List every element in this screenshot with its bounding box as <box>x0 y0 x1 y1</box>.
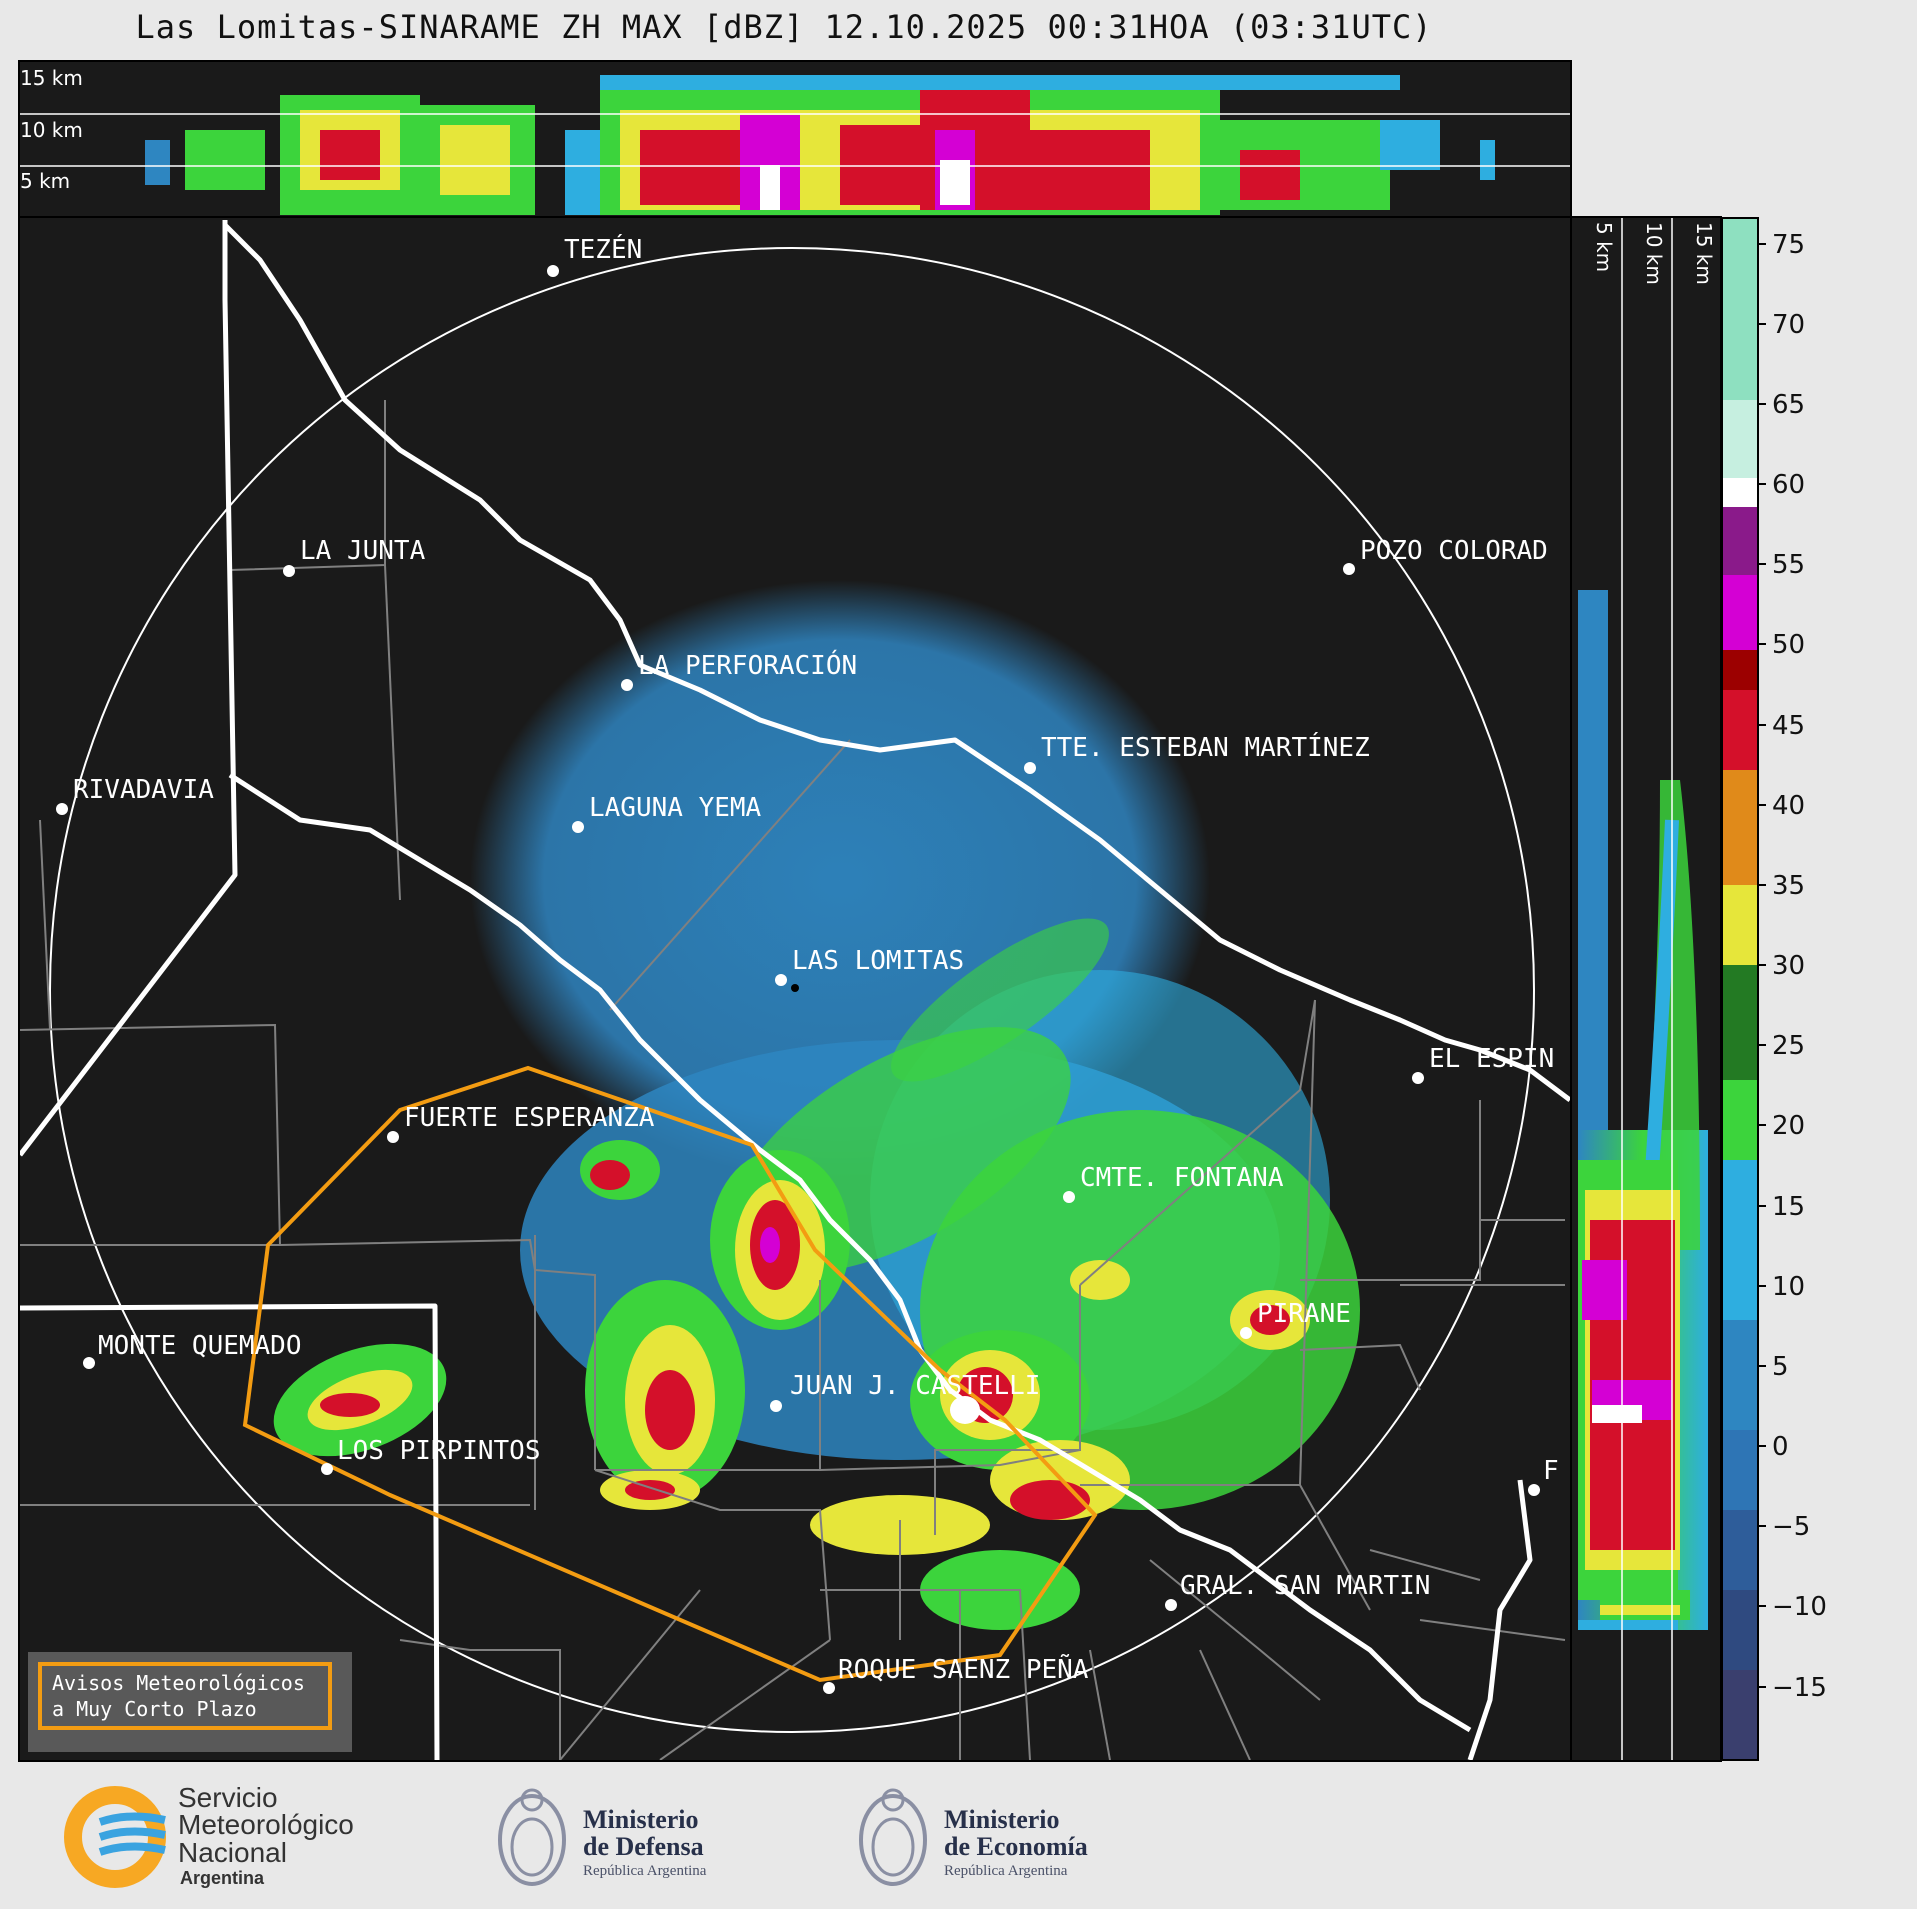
svg-text:LA JUNTA: LA JUNTA <box>300 536 426 566</box>
ministerio-defensa-logo: Ministerio de Defensa República Argentin… <box>498 1788 707 1886</box>
svg-text:70: 70 <box>1772 310 1805 340</box>
warning-legend: Avisos Meteorológicos a Muy Corto Plazo <box>28 1652 352 1752</box>
reflectivity-colorbar: 75 70 65 60 55 50 45 40 35 30 25 20 15 1… <box>1721 217 1827 1761</box>
side-height-label-15: 15 km <box>1692 222 1716 285</box>
city-tezen: TEZÉN <box>547 233 642 277</box>
svg-text:55: 55 <box>1772 550 1805 580</box>
svg-text:35: 35 <box>1772 871 1805 901</box>
smn-logo: Servicio Meteorológico Nacional Argentin… <box>64 1782 354 1888</box>
svg-text:65: 65 <box>1772 390 1805 420</box>
svg-text:Meteorológico: Meteorológico <box>178 1809 354 1840</box>
city-roque-saenz-pena: ROQUE SAENZ PEÑA <box>823 1653 1089 1694</box>
svg-text:Nacional: Nacional <box>178 1837 287 1868</box>
svg-text:Ministerio: Ministerio <box>944 1805 1060 1834</box>
city-laguna-yema: LAGUNA YEMA <box>572 793 762 833</box>
svg-text:TEZÉN: TEZÉN <box>564 233 642 265</box>
svg-text:PIRANE: PIRANE <box>1257 1299 1351 1329</box>
svg-text:República Argentina: República Argentina <box>944 1863 1068 1879</box>
svg-text:−5: −5 <box>1772 1512 1810 1542</box>
city-las-lomitas: LAS LOMITAS <box>775 946 964 986</box>
svg-text:30: 30 <box>1772 951 1805 981</box>
svg-text:40: 40 <box>1772 791 1805 821</box>
svg-text:Servicio: Servicio <box>178 1782 278 1813</box>
city-tte-esteban-martinez: TTE. ESTEBAN MARTÍNEZ <box>1024 731 1370 774</box>
svg-text:0: 0 <box>1772 1432 1789 1462</box>
svg-text:F: F <box>1543 1456 1559 1486</box>
svg-text:LOS PIRPINTOS: LOS PIRPINTOS <box>337 1436 541 1466</box>
svg-text:ROQUE SAENZ PEÑA: ROQUE SAENZ PEÑA <box>838 1653 1089 1685</box>
svg-text:GRAL. SAN MARTIN: GRAL. SAN MARTIN <box>1180 1571 1430 1601</box>
svg-text:de Economía: de Economía <box>944 1832 1088 1861</box>
top-height-label-5: 5 km <box>20 169 70 193</box>
svg-text:25: 25 <box>1772 1031 1805 1061</box>
footer-logos: Servicio Meteorológico Nacional Argentin… <box>64 1782 1088 1888</box>
side-echo-profile <box>1578 590 1708 1630</box>
city-fuerte-esperanza: FUERTE ESPERANZA <box>387 1103 655 1143</box>
svg-text:de Defensa: de Defensa <box>583 1832 704 1861</box>
svg-text:EL ESPIN: EL ESPIN <box>1429 1044 1554 1074</box>
svg-text:−15: −15 <box>1772 1673 1827 1703</box>
svg-text:75: 75 <box>1772 230 1805 260</box>
city-la-perforacion: LA PERFORACIÓN <box>621 649 857 691</box>
city-el-espinillo: EL ESPIN <box>1412 1044 1554 1084</box>
svg-text:Ministerio: Ministerio <box>583 1805 699 1834</box>
radar-site-marker <box>791 984 799 992</box>
svg-text:15: 15 <box>1772 1192 1805 1222</box>
svg-text:5: 5 <box>1772 1352 1789 1382</box>
side-cross-section-panel: 5 km 10 km 15 km <box>1570 216 1722 1762</box>
svg-text:RIVADAVIA: RIVADAVIA <box>73 775 214 805</box>
warning-polygon <box>242 1065 1098 1683</box>
reflectivity-echoes <box>273 580 1360 1630</box>
side-height-label-5: 5 km <box>1592 222 1616 272</box>
city-markers: TEZÉN LA JUNTA POZO COLORAD LA PERFORACI… <box>56 233 1559 1694</box>
svg-text:Argentina: Argentina <box>180 1868 265 1888</box>
coat-of-arms-icon <box>498 1794 566 1886</box>
svg-text:MONTE QUEMADO: MONTE QUEMADO <box>98 1331 302 1361</box>
radar-map-panel: TEZÉN LA JUNTA POZO COLORAD LA PERFORACI… <box>18 216 1572 1762</box>
top-height-label-15: 15 km <box>20 66 83 90</box>
city-pozo-colorado: POZO COLORAD <box>1343 536 1548 575</box>
svg-text:LAGUNA YEMA: LAGUNA YEMA <box>589 793 762 823</box>
colorbar-ticks: 75 70 65 60 55 50 45 40 35 30 25 20 15 1… <box>1758 230 1827 1703</box>
city-pirane: PIRANE <box>1240 1299 1351 1339</box>
svg-text:JUAN J. CASTELLI: JUAN J. CASTELLI <box>790 1371 1040 1401</box>
svg-text:LA PERFORACIÓN: LA PERFORACIÓN <box>638 649 857 681</box>
svg-text:CMTE. FONTANA: CMTE. FONTANA <box>1080 1163 1284 1193</box>
city-monte-quemado: MONTE QUEMADO <box>83 1331 302 1369</box>
svg-text:LAS LOMITAS: LAS LOMITAS <box>792 946 964 976</box>
svg-text:45: 45 <box>1772 711 1805 741</box>
svg-text:20: 20 <box>1772 1111 1805 1141</box>
city-cmte-fontana: CMTE. FONTANA <box>1063 1163 1284 1203</box>
map-title: Las Lomitas-SINARAME ZH MAX [dBZ] 12.10.… <box>135 8 1433 46</box>
city-los-pirpintos: LOS PIRPINTOS <box>321 1436 541 1475</box>
radar-range-ring <box>49 247 1535 1733</box>
svg-text:−10: −10 <box>1772 1592 1827 1622</box>
svg-text:50: 50 <box>1772 630 1805 660</box>
warning-legend-frame: Avisos Meteorológicos a Muy Corto Plazo <box>38 1662 332 1730</box>
svg-text:POZO COLORAD: POZO COLORAD <box>1360 536 1548 566</box>
legend-line-1: Avisos Meteorológicos <box>52 1671 305 1695</box>
city-formosa-partial: F <box>1528 1456 1559 1496</box>
svg-text:FUERTE ESPERANZA: FUERTE ESPERANZA <box>404 1103 655 1133</box>
svg-text:10: 10 <box>1772 1272 1805 1302</box>
province-borders <box>20 220 1570 1760</box>
city-la-junta: LA JUNTA <box>283 536 426 577</box>
city-juan-j-castelli: JUAN J. CASTELLI <box>770 1371 1040 1412</box>
top-height-label-10: 10 km <box>20 118 83 142</box>
ministerio-economia-logo: Ministerio de Economía República Argenti… <box>859 1788 1088 1886</box>
city-rivadavia: RIVADAVIA <box>56 775 214 815</box>
coat-of-arms-icon <box>859 1794 927 1886</box>
svg-text:60: 60 <box>1772 470 1805 500</box>
side-height-label-10: 10 km <box>1642 222 1666 285</box>
top-cross-section-panel: 15 km 10 km 5 km <box>18 60 1572 218</box>
city-gral-san-martin: GRAL. SAN MARTIN <box>1165 1571 1430 1611</box>
svg-text:TTE. ESTEBAN MARTÍNEZ: TTE. ESTEBAN MARTÍNEZ <box>1041 731 1370 763</box>
top-echo-profile <box>145 75 1495 215</box>
svg-text:República Argentina: República Argentina <box>583 1863 707 1879</box>
legend-line-2: a Muy Corto Plazo <box>52 1697 257 1721</box>
